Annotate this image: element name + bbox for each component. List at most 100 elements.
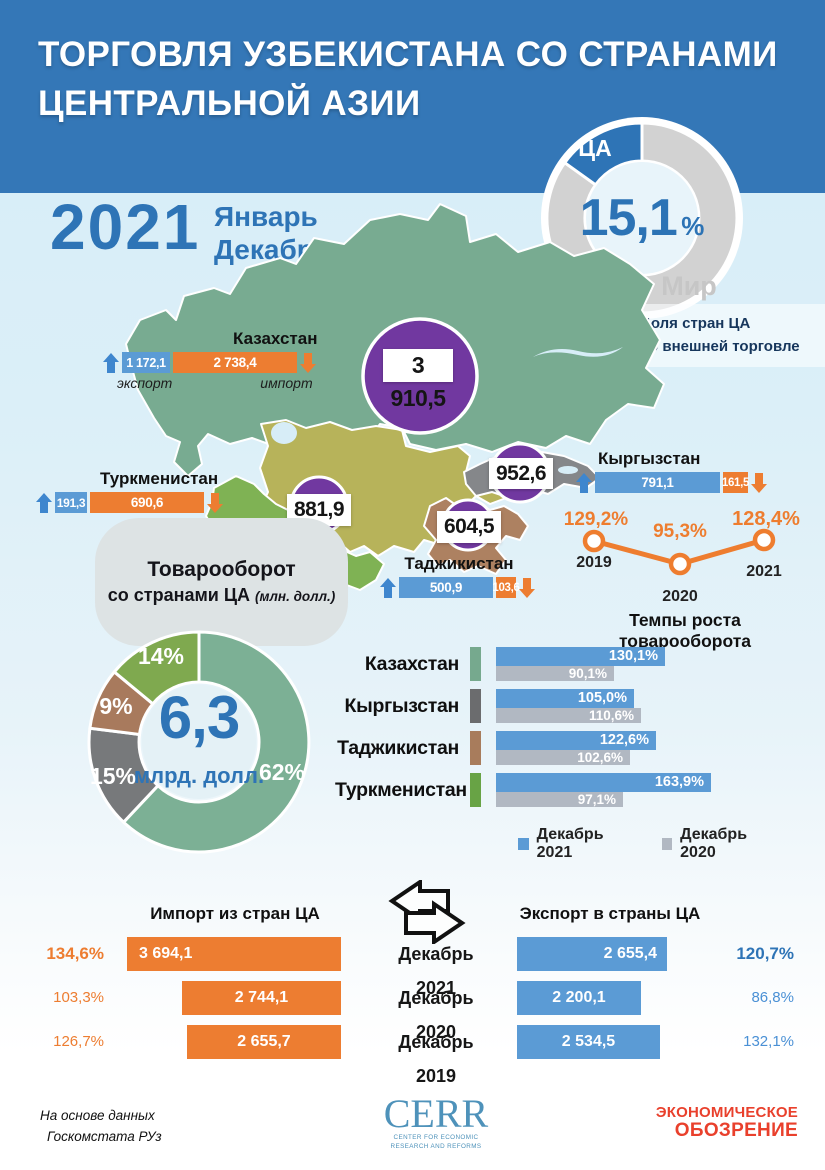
map-lake-balkhash [533, 347, 623, 357]
bar-2021: 163,9% [496, 773, 711, 792]
segment-label-15: 15% [89, 763, 137, 789]
turnover-value-kazakhstan: 3 910,5 [383, 349, 453, 411]
growth-row-kyrgyzstan: Кыргызстан 105,0% 110,6% [335, 689, 775, 723]
period-from: Январь [214, 201, 318, 232]
legend-swatch-2020 [661, 838, 673, 850]
period-row-2021: Декабрь 2021 [398, 944, 474, 998]
country-label: Кыргызстан [598, 449, 701, 468]
growth-year-2021: 2021 [746, 563, 782, 580]
export-up-icon [576, 472, 592, 493]
share-caption-line1: Доля стран ЦА [640, 315, 751, 332]
page-title: ТОРГОВЛЯ УЗБЕКИСТАНА СО СТРАНАМИ ЦЕНТРАЛ… [38, 30, 778, 128]
country-color-chip [470, 773, 481, 807]
year-label: 2021 [50, 191, 201, 263]
period-row-2020: Декабрь 2020 [398, 988, 474, 1042]
cerr-logo: CERR CENTER FOR ECONOMIC RESEARCH AND RE… [381, 1094, 491, 1152]
segment-label-62: 62% [258, 759, 306, 785]
import-bar-2019: 2 655,7 [187, 1025, 341, 1059]
import-bar-2021: 3 694,1 [127, 937, 341, 971]
point-2021 [752, 528, 776, 552]
import-section-title: Импорт из стран ЦА [150, 904, 320, 923]
export-caption: экспорт [117, 375, 173, 391]
trade-group-kyrgyzstan: Кыргызстан 791,1 161,5 [576, 449, 767, 493]
export-growth-2019: 132,1% [743, 1033, 794, 1050]
ca-segment [562, 121, 644, 187]
data-source-note: На основе данных Госкомстата РУз [40, 1106, 162, 1148]
ca-donut-total-value: 6,3 [158, 684, 240, 751]
bar-2020: 97,1% [496, 792, 623, 807]
row-label: Казахстан [364, 652, 459, 675]
export-bar-2021: 2 655,4 [517, 937, 667, 971]
ca-donut-total: 6,3 [84, 683, 314, 752]
cerr-logo-text: CERR [383, 1091, 489, 1136]
export-bar: 791,1 [595, 472, 720, 493]
share-caption: Доля стран ЦА во внешней торговле [628, 304, 825, 367]
import-down-icon [300, 352, 316, 373]
country-color-chip [470, 731, 481, 765]
bar-2020: 90,1% [496, 666, 614, 681]
growth-year-2020: 2020 [662, 588, 698, 605]
bar-2021: 105,0% [496, 689, 634, 708]
bar-2020: 110,6% [496, 708, 641, 723]
turnover-box-line2-text: со странами ЦА [107, 585, 251, 605]
growth-year-2019: 2019 [576, 554, 612, 571]
import-bar-2020: 2 744,1 [182, 981, 341, 1015]
country-label: Таджикистан [404, 554, 514, 573]
magazine-line1: ЭКОНОМИЧЕСКОЕ [655, 1104, 798, 1121]
period-row-2019: Декабрь 2019 [398, 1032, 474, 1086]
export-section-title: Экспорт в страны ЦА [519, 904, 701, 923]
import-down-icon [207, 492, 223, 513]
growth-row-turkmenistan: Туркменистан 163,9% 97,1% [335, 773, 775, 807]
growth-value-2021: 128,4% [732, 508, 800, 530]
cerr-sub-line2: RESEARCH AND REFORMS [390, 1142, 482, 1150]
page-title-line2: ЦЕНТРАЛЬНОЙ АЗИИ [38, 84, 421, 123]
export-up-icon [103, 352, 119, 373]
country-label: Туркменистан [100, 469, 219, 488]
magazine-line2: ОБОЗРЕНИЕ [674, 1120, 798, 1141]
turnover-box-line2: со странами ЦА (млн. долл.) [95, 585, 348, 606]
export-bar: 1 172,1 [122, 352, 170, 373]
ca-structure-donut: 62% 15% 9% 14% 6,3 млрд. долл. [84, 627, 314, 862]
country-label: Казахстан [233, 329, 318, 348]
export-up-icon [36, 492, 52, 513]
growth-line-chart: 129,2% 95,3% 128,4% 2019 2020 2021 [552, 503, 807, 613]
import-caption: импорт [260, 375, 313, 391]
country-color-chip [470, 647, 481, 681]
segment-label-14: 14% [137, 643, 185, 669]
import-bar: 103,6 [492, 577, 520, 598]
source-line2: Госкомстата РУз [47, 1128, 162, 1144]
bar-2021: 130,1% [496, 647, 665, 666]
legend-label-2020: Декабрь 2020 [680, 826, 748, 861]
point-2020 [668, 552, 692, 576]
import-down-icon [751, 472, 767, 493]
export-up-icon [380, 577, 396, 598]
export-bar-2020: 2 200,1 [517, 981, 641, 1015]
trade-group-tajikistan: Таджикистан 500,9 103,6 [380, 554, 538, 598]
cerr-logo-subtext: CENTER FOR ECONOMIC RESEARCH AND REFORMS [381, 1134, 491, 1152]
import-down-icon [519, 577, 535, 598]
growth-bars-chart: Казахстан 130,1% 90,1% Кыргызстан 105,0%… [335, 647, 775, 862]
segment-label-9: 9% [99, 693, 133, 719]
row-label: Таджикистан [337, 736, 459, 759]
export-bar-2019: 2 534,5 [517, 1025, 660, 1059]
ca-segment-label: ЦА [578, 135, 612, 161]
row-label: Кыргызстан [344, 694, 460, 717]
segment-turkmenistan [112, 630, 201, 706]
country-color-chip [470, 689, 481, 723]
turnover-value-tajikistan: 604,5 [437, 511, 501, 543]
row-label: Туркменистан [335, 778, 467, 801]
share-percent-sign: % [681, 211, 705, 241]
growth-row-kazakhstan: Казахстан 130,1% 90,1% [335, 647, 775, 681]
legend-label-2021: Декабрь 2021 [536, 826, 604, 861]
growth-line-plot [582, 528, 776, 576]
economic-review-logo: ЭКОНОМИЧЕСКОЕ ОБОЗРЕНИЕ [650, 1104, 798, 1142]
import-growth-2020: 103,3% [53, 989, 104, 1006]
map-aral-sea [271, 422, 297, 444]
export-growth-2021: 120,7% [736, 944, 794, 963]
bar-2020: 102,6% [496, 750, 630, 765]
ca-structure-donut-chart [87, 630, 311, 854]
import-bar: 161,5 [722, 472, 749, 493]
trade-group-kazakhstan: Казахстан 1 172,1 2 738,4 экспорт импорт [103, 329, 317, 391]
export-bar: 500,9 [399, 577, 493, 598]
